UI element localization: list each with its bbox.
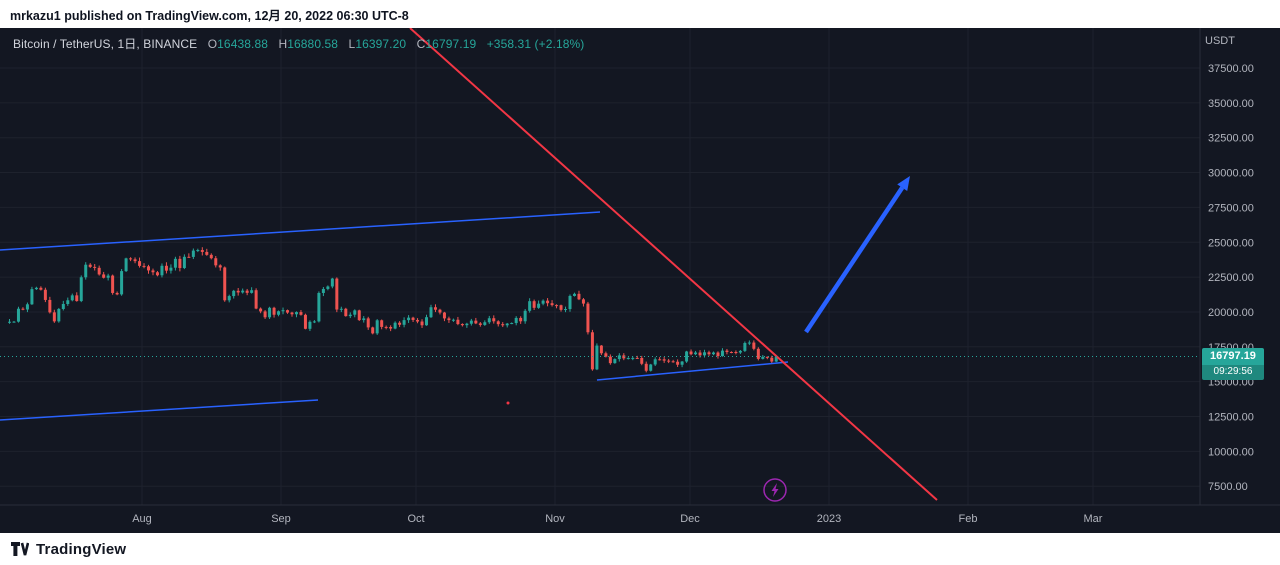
price-tick-label: 35000.00: [1208, 98, 1254, 110]
price-tick-label: 20000.00: [1208, 307, 1254, 319]
candlestick-series: [8, 247, 778, 373]
price-tick-label: 12500.00: [1208, 412, 1254, 424]
downtrend-resistance-line[interactable]: [409, 28, 938, 501]
open-label: O: [207, 37, 218, 51]
change-value: +358.31 (+2.18%): [486, 37, 585, 51]
price-tick-label: 37500.00: [1208, 63, 1254, 75]
current-price-value: 16797.19: [1202, 348, 1264, 365]
brand-wordmark[interactable]: TradingView: [36, 540, 127, 558]
high-label: H: [278, 37, 288, 51]
price-tick-label: 30000.00: [1208, 168, 1254, 180]
time-tick-label: Feb: [959, 513, 978, 525]
quote-currency-label: USDT: [1205, 35, 1235, 47]
price-tick-label: 7500.00: [1208, 481, 1248, 493]
time-axis[interactable]: Aug Sep Oct Nov Dec 2023 Feb Mar: [132, 513, 1103, 525]
open-value: 16438.88: [217, 37, 269, 51]
price-tick-label: 22500.00: [1208, 272, 1254, 284]
high-value: 16880.58: [287, 37, 339, 51]
bullish-projection-arrow[interactable]: [804, 186, 905, 334]
support-trendline[interactable]: [596, 361, 789, 381]
time-tick-label: Dec: [680, 513, 700, 525]
price-tick-label: 10000.00: [1208, 446, 1254, 458]
symbol-title[interactable]: Bitcoin / TetherUS, 1日, BINANCE: [13, 37, 198, 51]
price-axis[interactable]: 37500.00 35000.00 32500.00 30000.00 27500.00…: [1208, 63, 1254, 493]
time-tick-label: Nov: [545, 513, 565, 525]
publish-info-text: mrkazu1 published on TradingView.com, 12…: [10, 8, 409, 23]
symbol-info-line: Bitcoin / TetherUS, 1日, BINANCE O16438.8…: [13, 35, 584, 52]
chart-drawings: [0, 28, 1200, 502]
red-dot-marker: [506, 401, 510, 405]
close-value: 16797.19: [425, 37, 477, 51]
time-tick-label: Oct: [407, 513, 424, 525]
candle-countdown: 09:29:56: [1202, 365, 1264, 380]
chart-area[interactable]: 37500.00 35000.00 32500.00 30000.00 27500.00…: [0, 28, 1280, 533]
close-label: C: [416, 37, 426, 51]
chart-canvas[interactable]: 37500.00 35000.00 32500.00 30000.00 27500.00…: [0, 28, 1280, 533]
lightning-bolt-icon: [771, 483, 779, 497]
time-tick-label: Aug: [132, 513, 152, 525]
bullish-projection-arrow-head: [897, 176, 910, 191]
tradingview-logo-icon[interactable]: [10, 541, 29, 557]
time-tick-label: Mar: [1084, 513, 1103, 525]
upper-channel-trendline[interactable]: [0, 211, 601, 251]
lower-channel-trendline[interactable]: [0, 399, 319, 421]
grid-lines: [0, 28, 1280, 506]
current-price-tag: 16797.19 09:29:56: [1202, 348, 1264, 380]
lightning-event-marker[interactable]: [763, 478, 787, 502]
price-tick-label: 27500.00: [1208, 202, 1254, 214]
price-tick-label: 25000.00: [1208, 237, 1254, 249]
footer-bar: TradingView: [0, 533, 1280, 565]
time-tick-label: 2023: [817, 513, 841, 525]
price-tick-label: 32500.00: [1208, 133, 1254, 145]
publish-info-bar: mrkazu1 published on TradingView.com, 12…: [0, 0, 1280, 28]
time-tick-label: Sep: [271, 513, 291, 525]
low-value: 16397.20: [355, 37, 407, 51]
low-label: L: [348, 37, 356, 51]
